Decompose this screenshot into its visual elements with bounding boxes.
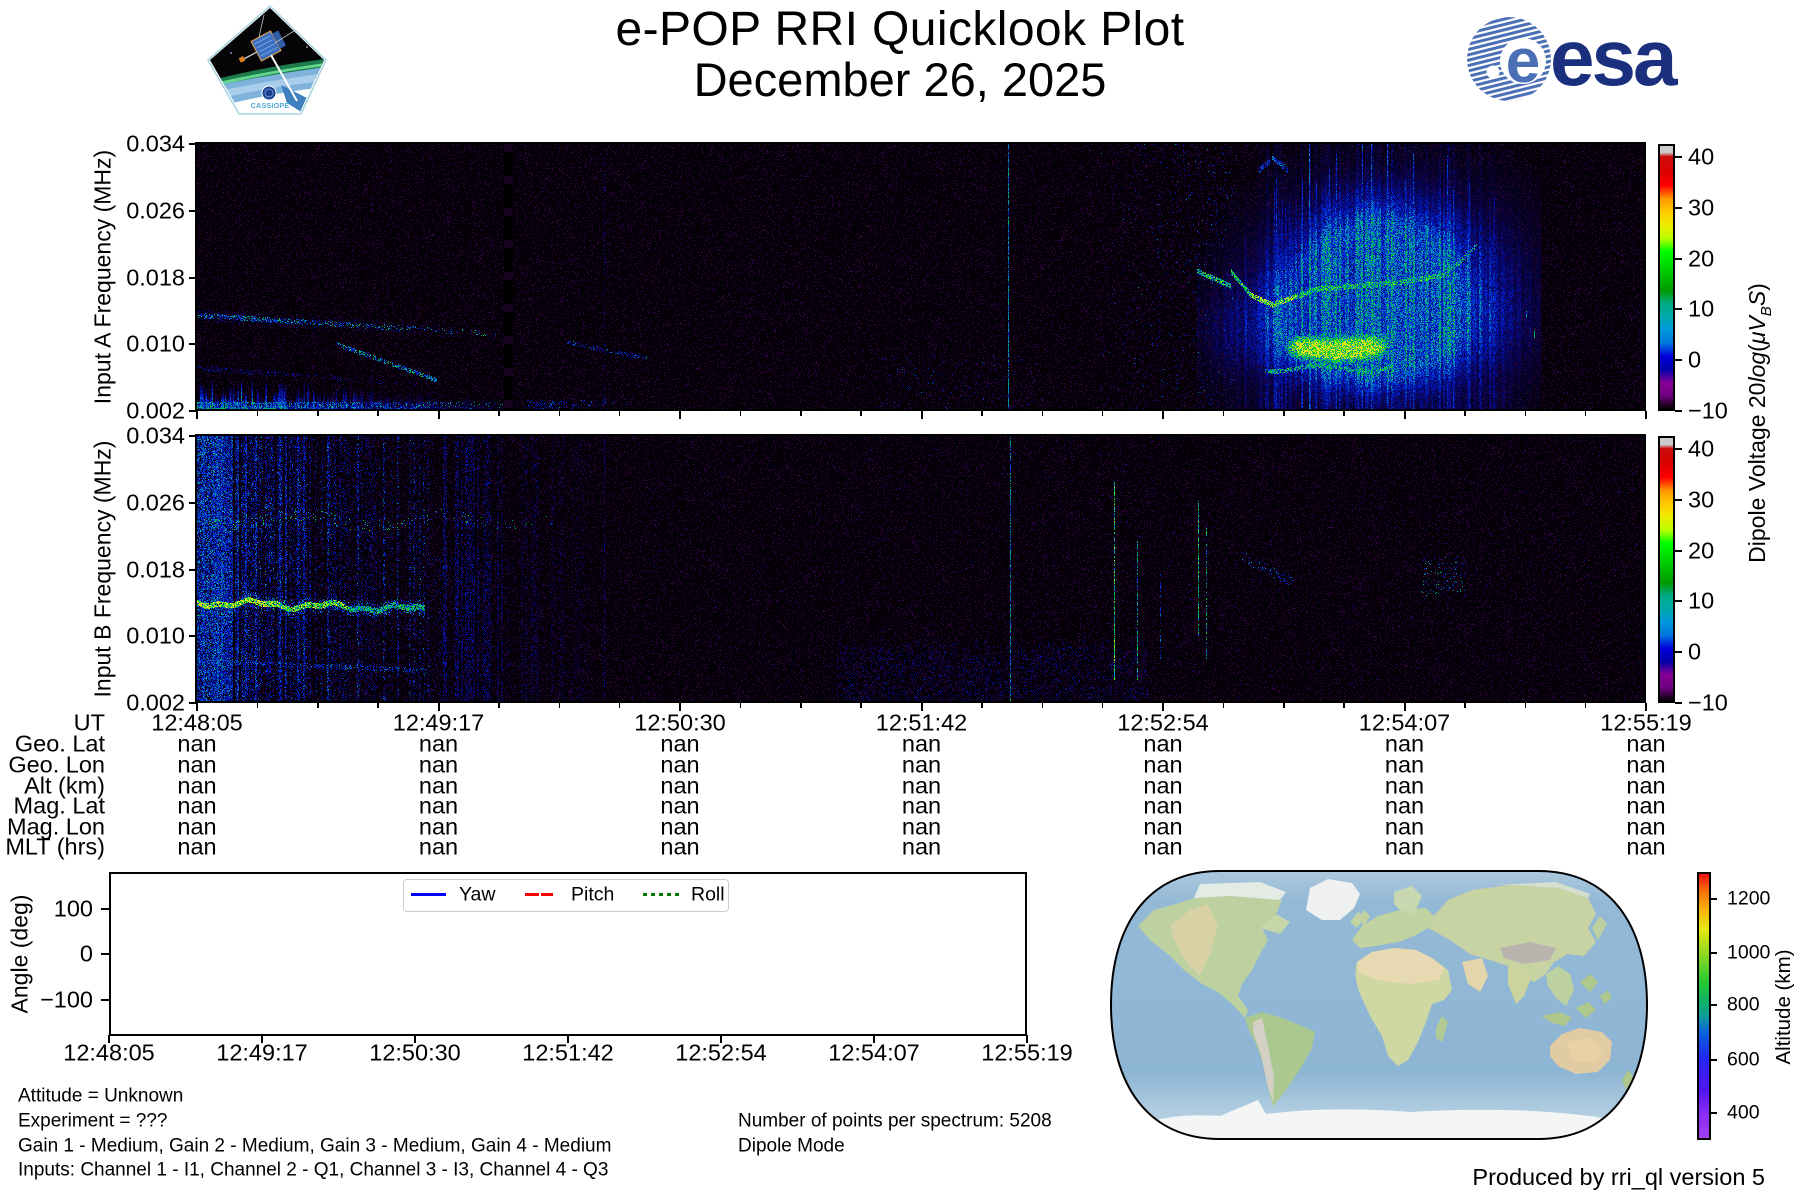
svg-text:esa: esa (1550, 13, 1678, 102)
svg-text:e: e (1506, 27, 1540, 96)
svg-text:CASSIOPE: CASSIOPE (251, 101, 290, 110)
